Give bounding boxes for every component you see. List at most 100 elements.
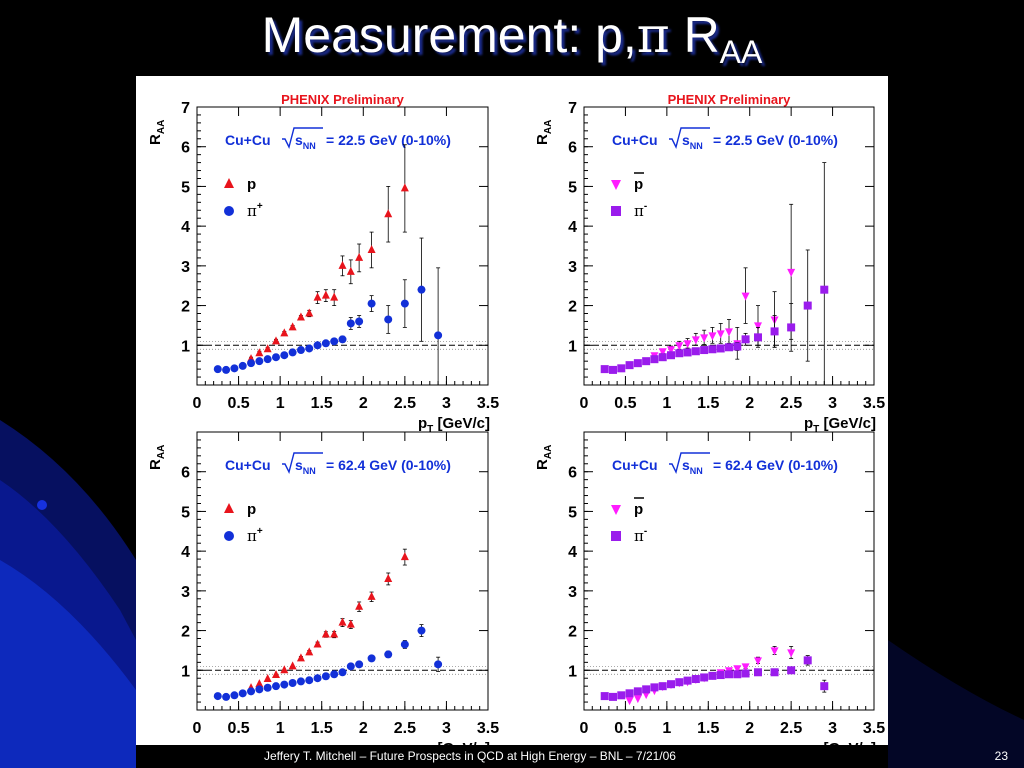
data-point	[222, 692, 231, 701]
chart-panel-4: 0 0.5 1 1.5 2 2.5 3 3.5 1 2 3 4 5 6 pT [GeV/c] RAA Cu+Cu…	[534, 431, 885, 745]
slide-title: Measurement: p,π RAA	[0, 6, 1024, 71]
energy-label-s: sNN	[295, 457, 316, 476]
data-point	[675, 678, 684, 687]
y-tick-label: 2	[181, 299, 190, 316]
legend-marker	[224, 178, 234, 188]
data-point	[725, 670, 733, 679]
x-tick-label: 2	[745, 720, 754, 737]
data-point	[271, 353, 280, 362]
data-point	[330, 337, 339, 346]
data-point	[263, 683, 272, 692]
data-point	[609, 692, 617, 701]
panel-header: PHENIX Preliminary	[668, 92, 792, 107]
data-point	[400, 299, 409, 308]
data-point	[650, 355, 659, 364]
data-point	[338, 335, 347, 344]
data-point	[667, 346, 675, 355]
data-point	[754, 657, 762, 666]
x-axis-label: pT [GeV/c]	[804, 415, 876, 435]
x-tick-label: 1.5	[697, 720, 719, 737]
data-point	[355, 252, 364, 261]
data-point	[280, 680, 289, 689]
data-point	[787, 649, 796, 658]
data-point	[313, 674, 322, 683]
series-2	[600, 162, 829, 386]
y-tick-label: 6	[568, 140, 577, 157]
legend-marker	[224, 503, 234, 513]
data-point	[305, 647, 314, 656]
data-point	[271, 336, 280, 345]
y-tick-label: 3	[181, 584, 190, 601]
data-point	[296, 653, 305, 662]
figure-panel: PHENIX Preliminary 0 0.5 1 1.5 2 2.5 3 3.5 1 2 3 4 5 6…	[136, 76, 888, 745]
x-tick-label: 1	[276, 720, 285, 737]
data-point	[820, 682, 829, 691]
data-point	[330, 292, 339, 301]
data-point	[683, 348, 692, 357]
data-point	[708, 671, 717, 680]
data-point	[733, 665, 742, 674]
y-tick-label: 5	[568, 504, 577, 521]
data-point	[716, 344, 725, 353]
x-tick-label: 2.5	[394, 720, 416, 737]
slide-title-text: Measurement: p,	[261, 7, 637, 63]
y-tick-label: 3	[568, 259, 577, 276]
x-axis-label: pT [GeV/c]	[804, 740, 876, 745]
data-point	[667, 680, 675, 689]
data-point	[658, 353, 667, 362]
data-point	[675, 349, 684, 358]
data-point	[733, 342, 742, 351]
data-point	[338, 260, 347, 269]
data-point	[255, 685, 264, 694]
y-axis-label: RAA	[147, 445, 167, 470]
y-tick-label: 5	[181, 179, 190, 196]
y-tick-label: 3	[181, 259, 190, 276]
data-point	[346, 319, 355, 328]
y-tick-label: 4	[181, 544, 190, 561]
legend-label: p	[247, 176, 256, 193]
energy-label-system: Cu+Cu	[225, 457, 271, 473]
legend-label: π+	[247, 201, 263, 220]
panel-header: PHENIX Preliminary	[281, 92, 405, 107]
data-point	[238, 361, 247, 370]
series-1	[650, 203, 796, 361]
y-tick-label: 6	[181, 465, 190, 482]
data-point	[367, 244, 376, 253]
data-point	[263, 344, 272, 353]
y-axis-label: RAA	[534, 120, 554, 145]
chart-panel-2: PHENIX Preliminary 0 0.5 1 1.5 2 2.5 3 3.5 1 2 3 4 5 6…	[534, 92, 885, 435]
y-axis-label: RAA	[534, 445, 554, 470]
data-point	[700, 334, 709, 343]
data-point	[384, 315, 393, 324]
x-tick-label: 3.5	[863, 395, 885, 412]
energy-label-value: = 22.5 GeV (0-10%)	[326, 132, 451, 148]
data-point	[820, 285, 829, 294]
data-point	[691, 675, 700, 684]
data-point	[288, 322, 297, 331]
data-point	[384, 650, 393, 659]
y-tick-label: 2	[568, 624, 577, 641]
y-tick-label: 5	[181, 504, 190, 521]
data-point	[263, 355, 272, 364]
data-point	[288, 348, 297, 357]
y-tick-label: 4	[568, 219, 577, 236]
series-2	[600, 655, 829, 701]
data-point	[247, 359, 256, 368]
data-point	[305, 308, 314, 317]
data-point	[263, 674, 272, 683]
data-point	[617, 364, 626, 373]
data-point	[787, 666, 796, 675]
data-point	[803, 301, 812, 310]
data-point	[238, 689, 247, 698]
slide-title-r: R	[669, 7, 720, 63]
x-tick-label: 3	[442, 395, 451, 412]
x-tick-label: 3	[828, 720, 837, 737]
data-point	[708, 345, 717, 354]
x-tick-label: 3.5	[477, 395, 499, 412]
energy-label-s: sNN	[682, 457, 703, 476]
data-point	[321, 672, 330, 681]
data-point	[271, 670, 280, 679]
x-tick-label: 1.5	[311, 720, 333, 737]
y-tick-label: 4	[181, 219, 190, 236]
y-tick-label: 3	[568, 584, 577, 601]
